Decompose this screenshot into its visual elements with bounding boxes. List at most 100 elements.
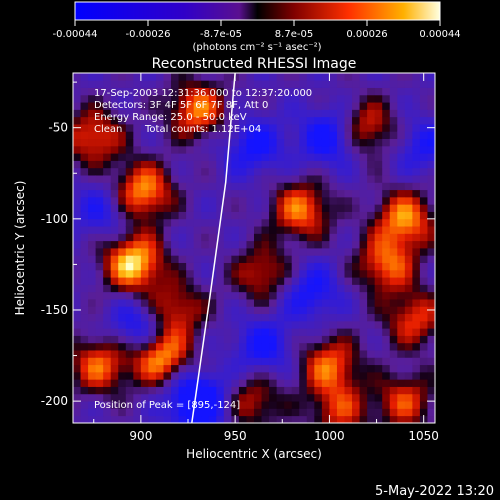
heatmap-cell (412, 269, 421, 278)
heatmap-cell (329, 291, 338, 300)
heatmap-cell (336, 408, 345, 417)
heatmap-cell (133, 233, 142, 242)
heatmap-cell (321, 306, 330, 315)
heatmap-cell (344, 73, 353, 81)
heatmap-cell (314, 211, 323, 220)
heatmap-cell (276, 342, 285, 351)
heatmap-cell (133, 73, 142, 81)
heatmap-cell (171, 153, 179, 161)
heatmap-cell (73, 218, 81, 227)
heatmap-cell (148, 153, 157, 161)
heatmap-cell (321, 160, 330, 169)
heatmap-cell (208, 408, 217, 417)
heatmap-cell (427, 379, 435, 387)
heatmap-cell (178, 306, 187, 315)
heatmap-cell (329, 94, 338, 103)
heatmap-cell (95, 342, 104, 351)
heatmap-cell (103, 240, 112, 249)
heatmap-cell (73, 87, 81, 96)
heatmap-cell (73, 386, 81, 395)
heatmap-cell (73, 73, 81, 81)
heatmap-cell (171, 269, 179, 278)
heatmap-cell (382, 182, 391, 191)
heatmap-cell (359, 226, 368, 234)
heatmap-cell (171, 175, 179, 183)
heatmap-cell (397, 284, 406, 293)
x-tick-label: 1000 (314, 429, 345, 443)
heatmap-cell (389, 175, 398, 183)
heatmap-cell (178, 415, 187, 423)
heatmap-cell (382, 313, 391, 322)
heatmap-cell (367, 415, 376, 423)
heatmap-cell (374, 313, 383, 322)
heatmap-cell (269, 291, 278, 300)
heatmap-cell (374, 73, 383, 81)
heatmap-cell (374, 269, 383, 278)
heatmap-cell (336, 189, 345, 198)
heatmap-cell (329, 357, 338, 366)
heatmap-cell (216, 335, 225, 344)
heatmap-cell (367, 94, 376, 103)
heatmap-cell (125, 218, 134, 227)
heatmap-cell (427, 153, 435, 161)
heatmap-cell (419, 364, 428, 373)
heatmap-cell (133, 313, 142, 322)
heatmap-cell (238, 299, 247, 307)
heatmap-cell (231, 371, 240, 380)
heatmap-cell (178, 328, 187, 336)
heatmap-cell (88, 204, 97, 212)
heatmap-cell (374, 109, 383, 118)
heatmap-cell (163, 102, 172, 110)
heatmap-cell (299, 124, 308, 132)
heatmap-cell (427, 233, 435, 242)
heatmap-cell (103, 415, 112, 423)
heatmap-cell (374, 218, 383, 227)
heatmap-cell (284, 255, 293, 263)
heatmap-cell (344, 211, 353, 220)
heatmap-cell (352, 357, 360, 366)
heatmap-cell (404, 255, 413, 263)
heatmap-cell (155, 182, 164, 191)
heatmap-cell (374, 160, 383, 169)
heatmap-cell (246, 386, 255, 395)
heatmap-cell (88, 175, 97, 183)
heatmap-cell (389, 153, 398, 161)
heatmap-cell (223, 299, 232, 307)
heatmap-cell (382, 386, 391, 395)
heatmap-cell (155, 386, 164, 395)
heatmap-cell (389, 80, 398, 88)
heatmap-cell (88, 233, 97, 242)
heatmap-cell (238, 408, 247, 417)
heatmap-cell (299, 131, 308, 140)
heatmap-cell (367, 248, 376, 256)
heatmap-cell (80, 350, 89, 358)
heatmap-cell (314, 233, 323, 242)
heatmap-cell (140, 80, 149, 88)
heatmap-cell (178, 342, 187, 351)
heatmap-cell (412, 357, 421, 366)
heatmap-cell (193, 189, 202, 198)
heatmap-cell (178, 313, 187, 322)
heatmap-cell (374, 364, 383, 373)
heatmap-cell (329, 371, 338, 380)
heatmap-cell (269, 415, 278, 423)
heatmap-cell (155, 313, 164, 322)
heatmap-cell (216, 379, 225, 387)
heatmap-cell (404, 102, 413, 110)
heatmap-cell (284, 284, 293, 293)
heatmap-cell (412, 226, 421, 234)
heatmap-cell (269, 94, 278, 103)
heatmap-cell (148, 116, 157, 125)
heatmap-cell (352, 182, 360, 191)
heatmap-cell (389, 350, 398, 358)
heatmap-cell (110, 277, 119, 285)
heatmap-cell (419, 342, 428, 351)
heatmap-cell (208, 109, 217, 118)
heatmap-cell (261, 218, 270, 227)
heatmap-cell (359, 335, 368, 344)
heatmap-cell (171, 204, 179, 212)
heatmap-cell (344, 248, 353, 256)
heatmap-cell (88, 94, 97, 103)
heatmap-cell (246, 248, 255, 256)
heatmap-cell (374, 371, 383, 380)
